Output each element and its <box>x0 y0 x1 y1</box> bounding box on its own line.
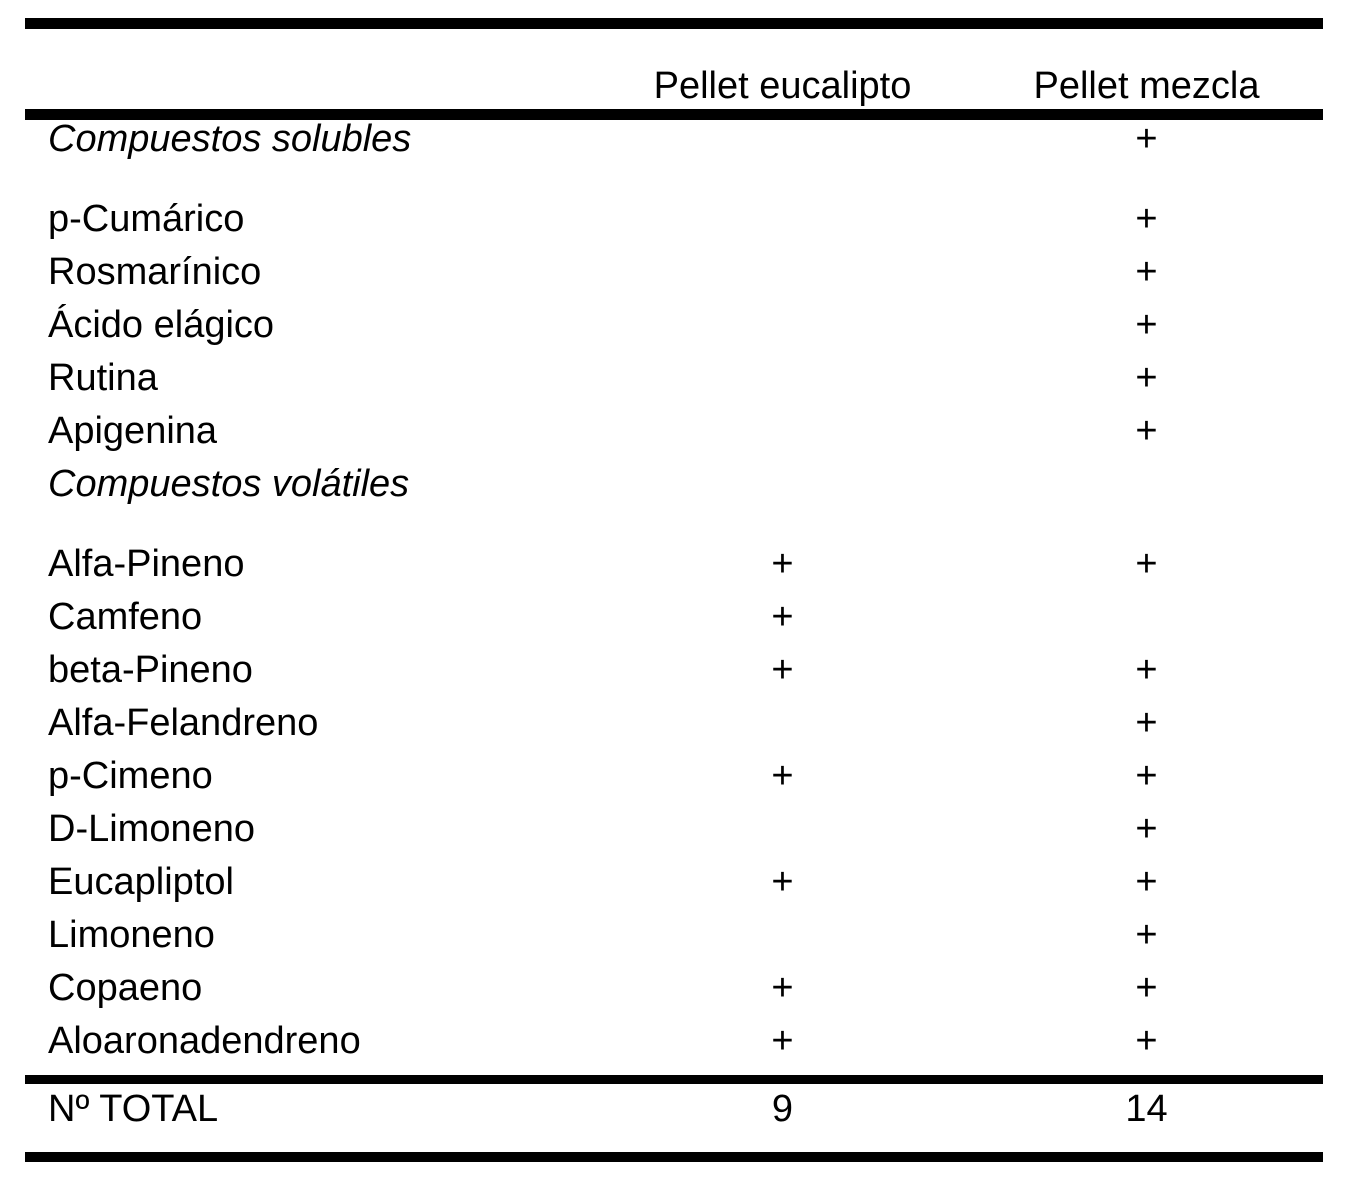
mark-mezcla: + <box>970 810 1323 863</box>
mark-mezcla: + <box>970 916 1323 969</box>
table-row: Camfeno + <box>25 598 1323 651</box>
compound-name: Limoneno <box>25 916 595 969</box>
table-row: Aloaronadendreno + + <box>25 1022 1323 1080</box>
table-row: Apigenina + <box>25 412 1323 465</box>
compound-name: Eucapliptol <box>25 863 595 916</box>
mark-mezcla <box>970 598 1323 651</box>
compound-name: Alfa-Felandreno <box>25 704 595 757</box>
column-header-name <box>25 18 595 115</box>
total-mezcla: 14 <box>970 1084 1323 1152</box>
table-row: Eucapliptol + + <box>25 863 1323 916</box>
column-header-pellet-eucalipto: Pellet eucalipto <box>595 18 970 115</box>
total-label: Nº TOTAL <box>25 1084 595 1152</box>
mark-eucalipto: + <box>595 757 970 810</box>
table-row: p-Cumárico + <box>25 186 1323 253</box>
compound-name: Aloaronadendreno <box>25 1022 595 1080</box>
mark-eucalipto: + <box>595 863 970 916</box>
compound-name: Rosmarínico <box>25 253 595 306</box>
mark-mezcla: + <box>970 1022 1323 1080</box>
table-row: Ácido elágico + <box>25 306 1323 359</box>
table-container: Pellet eucalipto Pellet mezcla Compuesto… <box>0 0 1348 1192</box>
mark-mezcla: + <box>970 969 1323 1022</box>
compound-name: Copaeno <box>25 969 595 1022</box>
compound-name: D-Limoneno <box>25 810 595 863</box>
table-row: beta-Pineno + + <box>25 651 1323 704</box>
table-row: Alfa-Pineno + + <box>25 531 1323 598</box>
mark-eucalipto: + <box>595 969 970 1022</box>
mark-eucalipto <box>595 916 970 969</box>
mark-mezcla: + <box>970 863 1323 916</box>
section-header-row: Compuestos volátiles <box>25 465 1323 531</box>
section-title-compuestos-volatiles: Compuestos volátiles <box>25 465 595 531</box>
mark-eucalipto <box>595 306 970 359</box>
mark-mezcla: + <box>970 704 1323 757</box>
mark-mezcla: + <box>970 359 1323 412</box>
table-body: Compuestos solubles + p-Cumárico + Rosma… <box>25 115 1323 1163</box>
rule-bottom <box>25 1157 1323 1162</box>
table-row: Rutina + <box>25 359 1323 412</box>
compound-name: p-Cimeno <box>25 757 595 810</box>
section-mark-eucalipto <box>595 120 970 186</box>
section-header-row: Compuestos solubles + <box>25 120 1323 186</box>
compound-name: Ácido elágico <box>25 306 595 359</box>
column-header-pellet-mezcla: Pellet mezcla <box>970 18 1323 115</box>
compound-name: Camfeno <box>25 598 595 651</box>
total-row: Nº TOTAL 9 14 <box>25 1084 1323 1152</box>
mark-mezcla: + <box>970 651 1323 704</box>
mark-mezcla: + <box>970 412 1323 465</box>
table-row: p-Cimeno + + <box>25 757 1323 810</box>
mark-eucalipto: + <box>595 1022 970 1080</box>
compound-name: Rutina <box>25 359 595 412</box>
compound-name: Apigenina <box>25 412 595 465</box>
mark-mezcla: + <box>970 253 1323 306</box>
section-mark-mezcla: + <box>970 120 1323 186</box>
section-mark-mezcla <box>970 465 1323 531</box>
mark-mezcla: + <box>970 531 1323 598</box>
mark-eucalipto: + <box>595 651 970 704</box>
mark-eucalipto <box>595 704 970 757</box>
mark-eucalipto <box>595 810 970 863</box>
compound-name: Alfa-Pineno <box>25 531 595 598</box>
compound-name: p-Cumárico <box>25 186 595 253</box>
rule-top <box>25 18 1323 29</box>
horizontal-rule <box>25 1157 1323 1162</box>
table-row: Rosmarínico + <box>25 253 1323 306</box>
table-row: Copaeno + + <box>25 969 1323 1022</box>
total-eucalipto: 9 <box>595 1084 970 1152</box>
mark-eucalipto: + <box>595 531 970 598</box>
mark-mezcla: + <box>970 306 1323 359</box>
mark-eucalipto: + <box>595 598 970 651</box>
table-row: Limoneno + <box>25 916 1323 969</box>
mark-mezcla: + <box>970 186 1323 253</box>
mark-eucalipto <box>595 412 970 465</box>
compounds-table: Pellet eucalipto Pellet mezcla Compuesto… <box>25 18 1323 1162</box>
mark-eucalipto <box>595 186 970 253</box>
table-row: Alfa-Felandreno + <box>25 704 1323 757</box>
mark-mezcla: + <box>970 757 1323 810</box>
table-row: D-Limoneno + <box>25 810 1323 863</box>
header-row: Pellet eucalipto Pellet mezcla <box>25 18 1323 115</box>
mark-eucalipto <box>595 359 970 412</box>
compound-name: beta-Pineno <box>25 651 595 704</box>
table-header: Pellet eucalipto Pellet mezcla <box>25 18 1323 115</box>
section-title-compuestos-solubles: Compuestos solubles <box>25 120 595 186</box>
section-mark-eucalipto <box>595 465 970 531</box>
mark-eucalipto <box>595 253 970 306</box>
